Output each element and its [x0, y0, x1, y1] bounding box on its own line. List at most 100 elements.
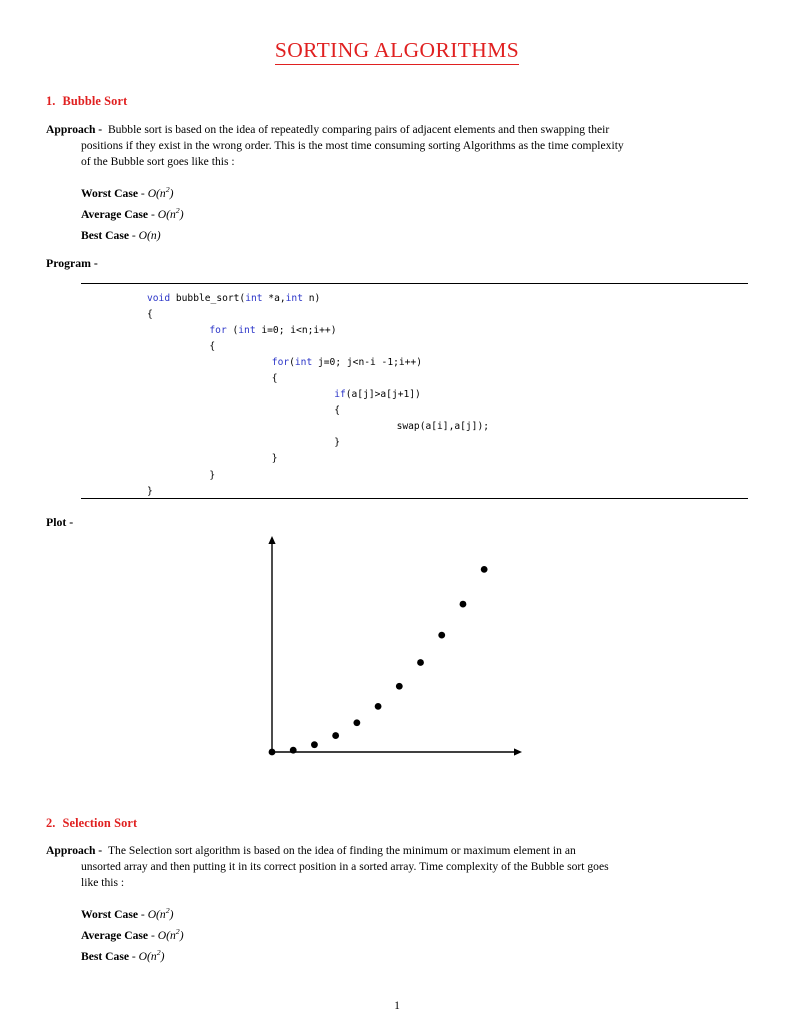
complexity-dash: - — [140, 186, 145, 200]
code-text: swap(a[i],a[j]); — [396, 421, 490, 433]
complexity-dash: - — [150, 928, 155, 942]
y-axis-arrowhead — [268, 536, 276, 544]
complexity-notation: O(n2) — [138, 948, 165, 963]
code-keyword: int — [245, 293, 263, 304]
complexity-case-label: Best Case — [81, 228, 129, 242]
complexity-average-bubble: Average Case - O(n2) — [81, 201, 184, 225]
code-line: { — [81, 371, 748, 387]
section-number: 2. — [46, 816, 56, 830]
complexity-best-bubble: Best Case - O(n) — [81, 222, 161, 246]
complexity-notation: O(n2) — [147, 185, 174, 200]
approach-text-line-3: like this : — [81, 876, 125, 890]
scatter-point — [332, 732, 340, 739]
approach-label: Approach - — [46, 123, 103, 136]
complexity-scatter-plot — [255, 530, 545, 770]
code-text: bubble_sort( — [170, 293, 246, 304]
code-listing-top-rule — [81, 283, 748, 284]
plot-label: Plot - — [46, 515, 74, 529]
code-keyword: int — [294, 357, 313, 369]
code-listing-bottom-rule — [81, 498, 748, 499]
code-text: *a, — [262, 293, 286, 304]
complexity-notation: O(n2) — [157, 927, 184, 942]
code-text: } — [271, 453, 278, 465]
code-text: ( — [289, 357, 295, 369]
code-line: swap(a[i],a[j]); — [81, 419, 748, 435]
approach-text-line-1: The Selection sort algorithm is based on… — [107, 844, 576, 857]
code-keyword: int — [285, 293, 303, 304]
section-number: 1. — [46, 94, 56, 108]
section-heading-selection-sort: 2. Selection Sort — [46, 816, 137, 831]
complexity-notation: O(n2) — [147, 906, 174, 921]
code-text: { — [271, 373, 278, 385]
complexity-worst-bubble: Worst Case - O(n2) — [81, 180, 174, 204]
code-text: { — [334, 405, 340, 417]
complexity-case-label: Average Case — [81, 928, 149, 942]
code-text: j=0; j<n-i -1;i++) — [312, 357, 422, 369]
page-title-text: SORTING ALGORITHMS — [274, 38, 520, 65]
complexity-average-selection: Average Case - O(n2) — [81, 922, 184, 946]
approach-text-line-1: Bubble sort is based on the idea of repe… — [107, 123, 610, 136]
code-listing-bubble-sort: void bubble_sort(int *a,int n){for (int … — [81, 291, 748, 500]
scatter-point — [353, 719, 361, 727]
scatter-plot-svg — [268, 536, 522, 756]
code-text: i=0; i<n;i++) — [255, 325, 337, 337]
scatter-point — [374, 702, 382, 710]
approach-block-selection-sort: Approach - The Selection sort algorithm … — [46, 843, 752, 892]
code-text: } — [147, 485, 153, 497]
approach-text-line-2: positions if they exist in the wrong ord… — [81, 139, 624, 153]
page-number: 1 — [394, 1000, 400, 1012]
code-line: for(int j=0; j<n-i -1;i++) — [81, 355, 748, 371]
approach-text-line-2: unsorted array and then putting it in it… — [81, 860, 609, 874]
code-text: n) — [302, 293, 321, 304]
complexity-notation: O(n) — [138, 228, 161, 242]
code-line: if(a[j]>a[j+1]) — [81, 387, 748, 403]
code-keyword: for — [271, 357, 290, 369]
complexity-best-selection: Best Case - O(n2) — [81, 943, 164, 967]
scatter-point — [459, 600, 467, 608]
scatter-point — [289, 746, 297, 754]
complexity-dash: - — [131, 949, 136, 963]
page-title: SORTING ALGORITHMS — [0, 38, 794, 65]
complexity-dash: - — [150, 207, 155, 221]
code-line: } — [81, 484, 748, 500]
complexity-worst-selection: Worst Case - O(n2) — [81, 901, 174, 925]
code-keyword: int — [238, 325, 256, 337]
code-line: } — [81, 435, 748, 451]
complexity-case-label: Average Case — [81, 207, 149, 221]
scatter-point — [438, 631, 446, 639]
code-text: (a[j]>a[j+1]) — [345, 389, 421, 401]
complexity-case-label: Worst Case — [81, 186, 138, 200]
scatter-point — [417, 659, 424, 666]
scatter-point — [395, 682, 403, 690]
code-keyword: if — [334, 389, 346, 401]
code-keyword: void — [147, 293, 171, 304]
approach-text-line-3: of the Bubble sort goes like this : — [81, 155, 235, 169]
code-text: { — [147, 309, 153, 321]
approach-label: Approach - — [46, 844, 103, 857]
program-label: Program - — [46, 256, 98, 270]
scatter-point — [311, 741, 318, 749]
code-line: { — [81, 307, 748, 323]
code-text: ( — [226, 325, 239, 337]
section-heading-bubble-sort: 1. Bubble Sort — [46, 94, 127, 109]
code-text: { — [209, 341, 216, 353]
code-line: for (int i=0; i<n;i++) — [81, 323, 748, 339]
code-line: } — [81, 468, 748, 484]
code-line: { — [81, 403, 748, 419]
complexity-dash: - — [131, 228, 136, 242]
x-axis-arrowhead — [514, 748, 522, 756]
code-keyword: for — [209, 325, 227, 337]
code-text: } — [209, 469, 216, 481]
code-line: { — [81, 339, 748, 355]
complexity-dash: - — [140, 907, 145, 921]
complexity-case-label: Worst Case — [81, 907, 138, 921]
section-title: Bubble Sort — [62, 94, 128, 108]
approach-block-bubble-sort: Approach - Bubble sort is based on the i… — [46, 122, 752, 171]
code-line: void bubble_sort(int *a,int n) — [81, 291, 748, 307]
section-title: Selection Sort — [62, 816, 138, 830]
code-text: } — [334, 437, 340, 449]
scatter-points-group — [268, 565, 488, 756]
scatter-point — [480, 565, 488, 573]
complexity-notation: O(n2) — [157, 206, 184, 221]
